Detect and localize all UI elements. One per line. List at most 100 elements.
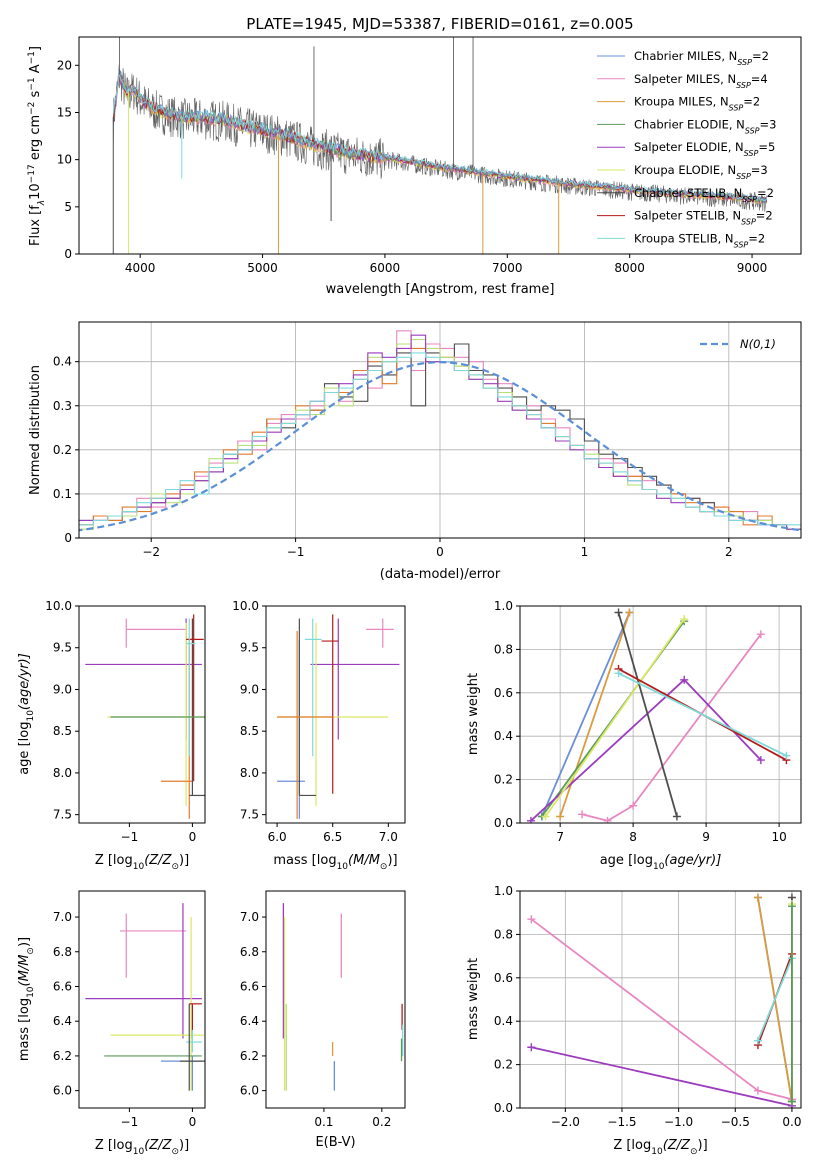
- y-tick-label: 0.8: [494, 927, 513, 941]
- x-axis-label: (data-model)/error: [380, 567, 501, 582]
- series-chabrier-stelib: [617, 612, 678, 817]
- y-tick-label: 6.4: [53, 1014, 72, 1028]
- plot-area: [282, 903, 404, 1091]
- axes-frame: [78, 36, 802, 255]
- plot-area: [520, 606, 801, 823]
- marker: [756, 630, 765, 639]
- panel-2: −2 −1 0 1 2 0 0.1 0.2 0.3 0.4 N(0,1) (data-model)/e…: [28, 321, 802, 582]
- figure-title: PLATE=1945, MJD=53387, FIBERID=0161, z=0…: [246, 15, 633, 33]
- marker: [756, 756, 765, 765]
- x-axis-label: mass [log10(M/M⊙)]: [273, 853, 397, 872]
- marker: [578, 810, 587, 819]
- x-tick-label: 1: [581, 545, 589, 559]
- y-tick-label: 7.5: [53, 808, 72, 822]
- legend-entry: Chabrier STELIB, NSSP=2: [634, 186, 774, 204]
- y-tick-label: 10.0: [45, 599, 72, 613]
- panel-4: 6.0 6.5 7.0 7.5 8.0 8.5 9.0 9.5 10.0 mass [log10(…: [232, 599, 406, 872]
- marker: [603, 816, 612, 823]
- plot-area: [79, 322, 801, 538]
- x-tick-label: 9: [702, 830, 710, 844]
- marker: [782, 751, 791, 760]
- marker: [526, 816, 535, 823]
- legend-entry: Salpeter ELODIE, NSSP=5: [634, 140, 775, 158]
- x-axis-label: age [log10(age/yr)]: [600, 853, 722, 872]
- plot-area: [112, 37, 768, 254]
- y-tick-label: 0.1: [53, 487, 72, 501]
- y-tick-label: 7.0: [240, 910, 259, 924]
- plot-area: [520, 891, 801, 1108]
- x-tick-label: −1: [121, 830, 139, 844]
- y-tick-label: 0.6: [494, 971, 513, 985]
- x-axis-label: wavelength [Angstrom, rest frame]: [326, 282, 555, 297]
- axes-frame: [78, 605, 206, 824]
- spectrum-kroupa-stelib: [112, 71, 768, 202]
- y-tick-label: 0.4: [494, 1014, 513, 1028]
- x-axis-label: E(B-V): [315, 1135, 355, 1150]
- y-tick-label: 8.0: [53, 766, 72, 780]
- y-axis-label: Flux [fλ10−17 erg cm−2 s−1 A−1]: [27, 46, 47, 246]
- panel-8: −2.0 −1.5 −1.0 −0.5 0.0 0.0 0.2 0.4 0.6 0.8 1.0 Z […: [466, 884, 802, 1157]
- x-tick-label: 6.0: [268, 830, 287, 844]
- legend-entry: Salpeter MILES, NSSP=4: [634, 72, 768, 90]
- x-tick-label: 0.1: [314, 1115, 333, 1129]
- plot-area: [85, 903, 205, 1091]
- plot-area: [277, 614, 400, 819]
- y-tick-label: 0.0: [494, 816, 513, 830]
- x-tick-label: 0.2: [372, 1115, 391, 1129]
- marker: [680, 615, 689, 624]
- x-tick-label: −2: [142, 545, 160, 559]
- y-tick-label: 0.2: [494, 773, 513, 787]
- series-chabrier-miles: [541, 612, 631, 817]
- y-axis-label: mass weight: [466, 673, 481, 755]
- axes-frame: [78, 321, 802, 539]
- y-axis-label: mass [log10(M/M⊙)]: [17, 937, 36, 1061]
- y-tick-label: 9.0: [240, 682, 259, 696]
- marker: [753, 1086, 762, 1095]
- y-tick-label: 6.6: [53, 979, 72, 993]
- x-tick-label: −1.0: [664, 1115, 693, 1129]
- y-tick-label: 0.4: [53, 355, 72, 369]
- legend-entry: Salpeter STELIB, NSSP=2: [634, 209, 773, 227]
- x-tick-label: 8000: [614, 261, 645, 275]
- marker: [753, 1036, 762, 1045]
- marker: [527, 915, 536, 924]
- marker: [614, 608, 623, 617]
- series-kroupa-stelib: [618, 672, 787, 757]
- legend-gaussian: N(0,1): [740, 337, 776, 351]
- marker: [787, 1097, 796, 1106]
- y-tick-label: 15: [57, 105, 72, 119]
- spectrum-chabrier-miles: [112, 68, 768, 204]
- y-tick-label: 20: [57, 58, 72, 72]
- x-axis-label: Z [log10(Z/Z⊙)]: [613, 1138, 707, 1157]
- x-tick-label: 7000: [492, 261, 523, 275]
- x-axis-label: Z [log10(Z/Z⊙)]: [95, 1138, 189, 1157]
- y-tick-label: 0.3: [53, 399, 72, 413]
- y-tick-label: 0.4: [494, 729, 513, 743]
- series-salpeter-elodie: [531, 1046, 793, 1107]
- y-tick-label: 6.8: [53, 945, 72, 959]
- marker: [541, 812, 550, 821]
- marker: [629, 801, 638, 810]
- panel-3: −1 0 7.5 8.0 8.5 9.0 9.5 10.0 Z [log10(Z/Z⊙)] age…: [17, 599, 206, 872]
- x-tick-label: −1: [287, 545, 305, 559]
- x-tick-label: −2.0: [551, 1115, 580, 1129]
- y-tick-label: 6.2: [53, 1049, 72, 1063]
- y-tick-label: 6.0: [53, 1084, 72, 1098]
- axes-frame: [519, 605, 802, 824]
- y-tick-label: 9.5: [240, 641, 259, 655]
- x-tick-label: 4000: [125, 261, 156, 275]
- x-tick-label: 0.0: [782, 1115, 801, 1129]
- x-tick-label: 6.5: [323, 830, 342, 844]
- panels: 4000 5000 6000 7000 8000 900005101520waveleng…: [17, 36, 802, 1157]
- y-tick-label: 10.0: [232, 599, 259, 613]
- legend-entry: Kroupa STELIB, NSSP=2: [634, 231, 765, 249]
- marker: [753, 893, 762, 902]
- x-tick-label: 5000: [247, 261, 278, 275]
- marker: [614, 669, 623, 678]
- gaussian-curve: [79, 360, 801, 532]
- legend-entry: Kroupa MILES, NSSP=2: [634, 95, 760, 113]
- series-kroupa-elodie: [544, 618, 685, 818]
- legend-entry: Chabrier ELODIE, NSSP=3: [634, 117, 776, 135]
- y-tick-label: 8.0: [240, 766, 259, 780]
- x-tick-label: −0.5: [721, 1115, 750, 1129]
